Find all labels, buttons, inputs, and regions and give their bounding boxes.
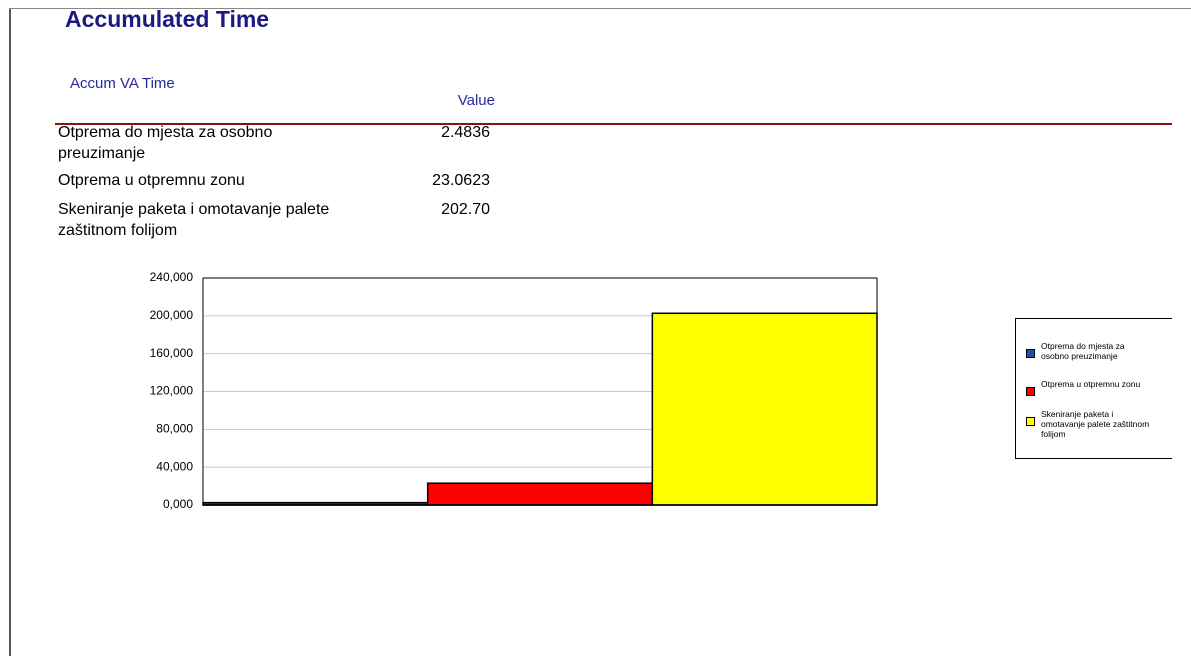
- y-tick-label: 120,000: [150, 384, 194, 398]
- row-value: 2.4836: [441, 124, 490, 141]
- frame-border: [9, 8, 1191, 9]
- y-tick-label: 0,000: [163, 497, 193, 511]
- y-tick-label: 200,000: [150, 308, 194, 322]
- row-label: Otprema do mjesta za osobno preuzimanje: [58, 124, 273, 162]
- chart: 0,000 40,000 80,000 120,000 160,000 200,000 24…: [150, 270, 878, 511]
- row-label: Otprema u otpremnu zonu: [58, 172, 245, 189]
- report-title: Accumulated Time: [65, 6, 270, 32]
- header-rule: [55, 123, 1172, 125]
- y-tick-label: 80,000: [156, 422, 193, 436]
- row-value: 202.70: [441, 201, 490, 218]
- legend-label: Otprema do mjesta za osobno preuzimanje: [1041, 341, 1125, 361]
- legend-swatch: [1026, 387, 1035, 396]
- y-tick-label: 240,000: [150, 270, 194, 284]
- column-header: Value: [457, 92, 495, 109]
- legend-label: Skeniranje paketa i omotavanje palete za…: [1041, 409, 1150, 439]
- section-title: Accum VA Time: [70, 75, 175, 92]
- legend-swatch: [1026, 417, 1035, 426]
- row-value: 23.0623: [432, 172, 490, 189]
- legend-label: Otprema u otpremnu zonu: [1041, 379, 1141, 389]
- bar: [651, 312, 878, 506]
- legend-swatch: [1026, 349, 1035, 358]
- frame-border: [9, 8, 11, 656]
- bar: [426, 482, 654, 506]
- row-label: Skeniranje paketa i omotavanje palete za…: [58, 201, 330, 239]
- y-tick-label: 160,000: [150, 346, 194, 360]
- legend: Otprema do mjesta za osobno preuzimanje O…: [1015, 318, 1172, 459]
- y-tick-label: 40,000: [156, 459, 193, 473]
